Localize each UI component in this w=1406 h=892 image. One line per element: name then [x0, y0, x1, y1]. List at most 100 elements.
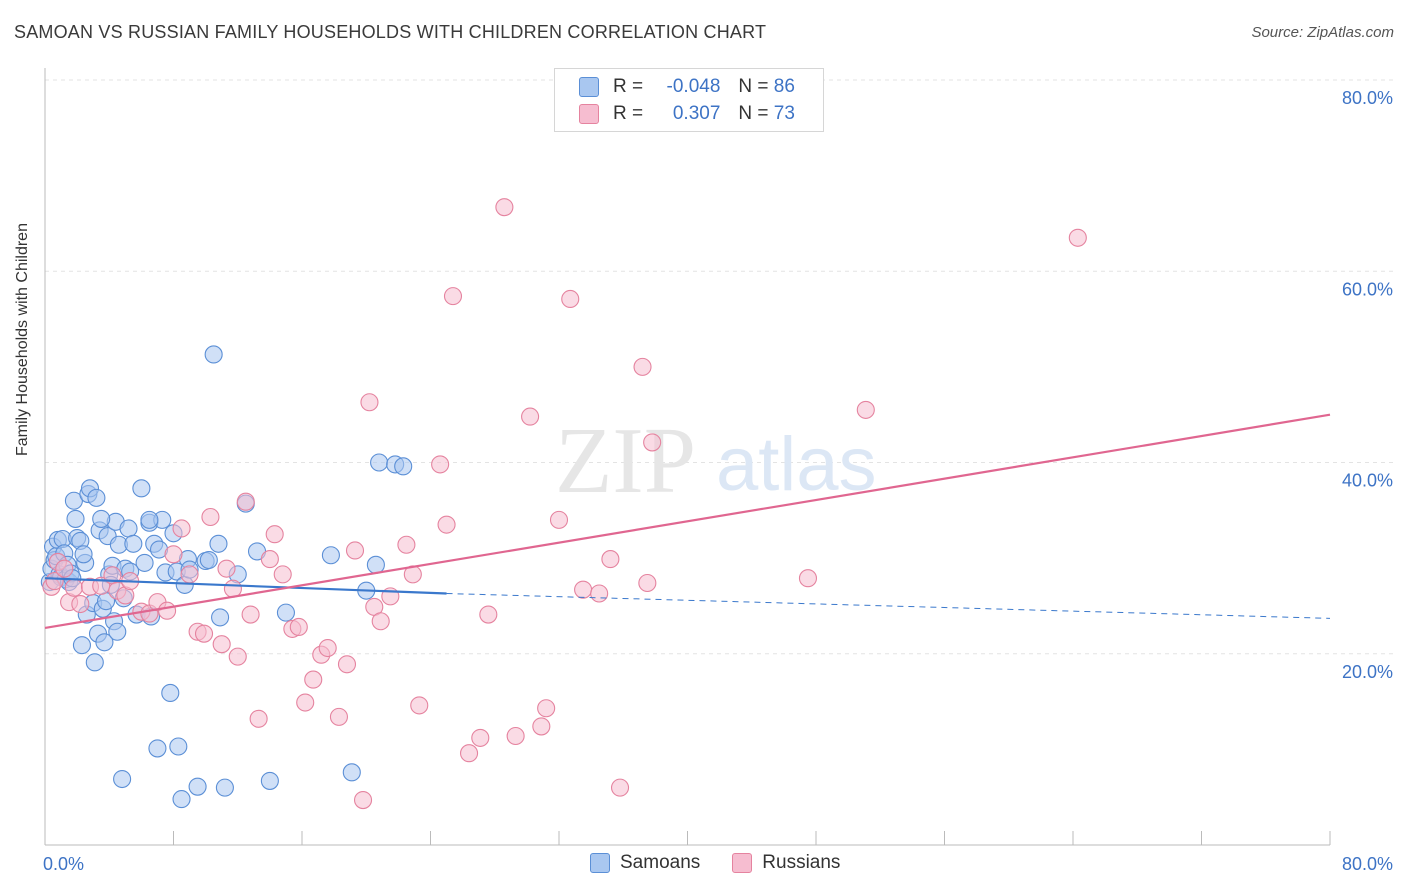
russian-point [71, 594, 90, 614]
russian-point [353, 791, 373, 810]
legend-row-russian: R = 0.307 N = 73 [579, 101, 795, 127]
russian-point [443, 287, 463, 306]
russian-point [1068, 228, 1087, 247]
watermark: ZIP atlas [555, 409, 877, 513]
russian-point [55, 559, 74, 578]
samoan-r-value: -0.048 [666, 76, 721, 97]
samoan-point [108, 622, 127, 641]
samoan-point [394, 457, 413, 476]
russian-point [495, 198, 514, 217]
russian-point [638, 573, 657, 593]
samoan-point [260, 771, 279, 790]
samoan-n-label: N = [738, 76, 769, 97]
russian-trend-line [44, 413, 1331, 630]
samoan-point [95, 633, 114, 652]
russian-point [273, 565, 292, 584]
samoan-point [124, 534, 143, 553]
legend-item-russians[interactable]: Russians [732, 852, 840, 874]
legend-item-samoans[interactable]: Samoans [590, 852, 700, 874]
samoan-point [113, 769, 132, 789]
samoan-point [87, 488, 106, 507]
samoan-point [148, 739, 167, 758]
russian-point [643, 433, 662, 452]
samoan-trend-line [44, 577, 447, 595]
russian-point [329, 707, 348, 726]
russian-point [158, 601, 177, 620]
axes [44, 68, 1331, 846]
samoan-point [132, 479, 151, 498]
russian-point [479, 605, 498, 624]
samoan-point [366, 555, 385, 574]
russian-point [236, 492, 255, 511]
samoan-swatch [579, 77, 599, 97]
samoan-points [40, 345, 413, 809]
samoan-point [140, 510, 159, 529]
russian-r-label: R = [613, 103, 644, 124]
legend-russians-label: Russians [762, 852, 841, 873]
samoan-point [276, 603, 295, 622]
russian-point [549, 510, 569, 529]
russian-point [601, 550, 620, 569]
russian-n-label: N = [738, 103, 769, 124]
russian-point [64, 578, 83, 597]
legend-samoans-label: Samoans [620, 852, 701, 873]
russian-point [459, 744, 479, 763]
correlation-legend: R = -0.048 N = 86 R = 0.307 N = 73 [554, 68, 824, 132]
x-tick-label: 0.0% [43, 854, 84, 874]
russian-point [610, 778, 630, 797]
russian-point [194, 624, 214, 643]
samoan-point [204, 345, 223, 364]
russian-point [45, 572, 64, 591]
russian-point [212, 635, 231, 654]
watermark-atlas: atlas [716, 422, 877, 507]
y-tick-label: 40.0% [1342, 471, 1393, 491]
russian-point [431, 455, 450, 474]
russian-point [296, 693, 315, 712]
russian-point [360, 393, 379, 412]
legend-row-samoan: R = -0.048 N = 86 [579, 74, 795, 100]
russian-point [164, 545, 183, 564]
samoan-point [169, 737, 188, 756]
russian-point [471, 728, 490, 747]
russian-point [304, 670, 323, 689]
samoan-point [92, 509, 111, 528]
y-tick-label: 60.0% [1342, 279, 1393, 299]
russian-point [521, 407, 540, 426]
russian-point [590, 584, 609, 603]
samoan-point [188, 777, 207, 796]
y-tick-label: 80.0% [1342, 88, 1393, 108]
russian-point [217, 559, 236, 578]
samoan-point [321, 546, 340, 565]
russian-point [798, 569, 818, 588]
russian-point [537, 699, 556, 718]
samoan-point [72, 636, 91, 655]
samoan-point [342, 763, 361, 782]
russian-point [397, 535, 416, 554]
samoan-point [135, 553, 154, 572]
samoan-trend-extension [446, 593, 1331, 619]
russian-point [260, 550, 279, 569]
samoan-point [215, 778, 234, 797]
russian-point [506, 726, 525, 746]
samoan-point [209, 534, 228, 553]
samoan-point [211, 608, 230, 627]
russian-point [265, 525, 284, 544]
samoan-point [66, 509, 85, 528]
russian-point [318, 638, 337, 658]
chart-title: SAMOAN VS RUSSIAN FAMILY HOUSEHOLDS WITH… [14, 22, 767, 42]
russian-point [337, 655, 357, 674]
grid-lines [45, 79, 1395, 655]
trend-lines [44, 413, 1331, 630]
y-tick-label: 20.0% [1342, 662, 1393, 682]
russian-point [228, 647, 247, 666]
russians-swatch [732, 853, 753, 873]
samoan-point [370, 453, 389, 472]
russian-point [371, 612, 390, 631]
russian-point [345, 541, 365, 560]
samoan-point [199, 550, 218, 570]
source-label: Source: ZipAtlas.com [1251, 24, 1394, 41]
russian-point [410, 696, 429, 715]
russian-point [856, 400, 875, 419]
samoan-n-value: 86 [773, 76, 795, 97]
